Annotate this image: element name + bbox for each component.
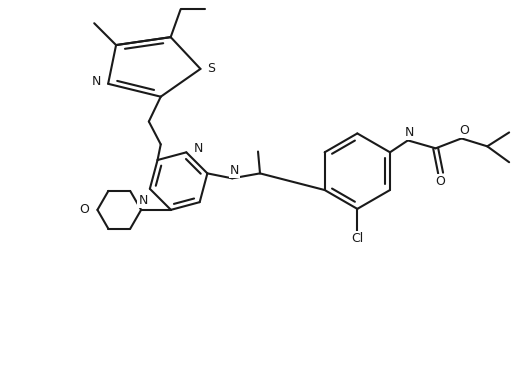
- Text: Cl: Cl: [351, 232, 363, 245]
- Text: O: O: [459, 124, 469, 137]
- Text: N: N: [92, 75, 101, 88]
- Text: O: O: [436, 174, 446, 188]
- Text: N: N: [405, 126, 414, 139]
- Text: N: N: [193, 142, 203, 155]
- Text: S: S: [208, 63, 215, 75]
- Text: O: O: [80, 203, 90, 217]
- Text: N: N: [230, 164, 239, 177]
- Text: N: N: [138, 195, 148, 207]
